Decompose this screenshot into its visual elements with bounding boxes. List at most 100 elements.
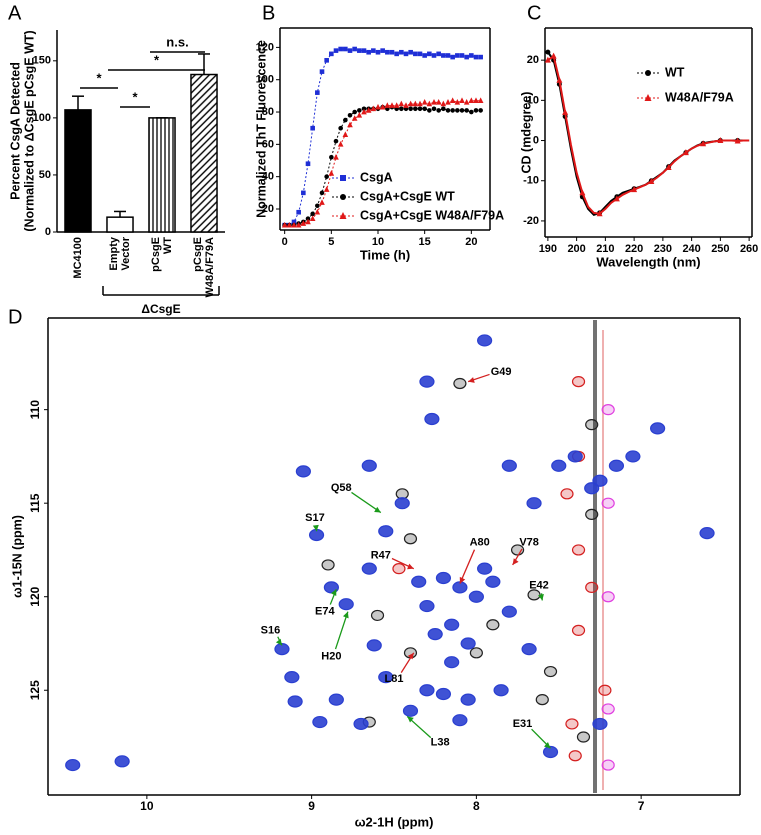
y-tick-label: 100 [256,74,274,86]
peak [501,459,517,472]
series-line [284,100,481,226]
data-point [464,54,469,60]
peak [592,717,608,731]
peak [392,563,406,575]
data-point [343,117,348,123]
peak [477,562,493,575]
annotation-arrowhead [330,589,337,596]
data-point [596,210,603,217]
y-tick-label: 10 [527,94,539,106]
annotation-label: R47 [371,549,391,561]
legend-marker [645,70,651,76]
data-point [449,97,456,104]
annotation-arrowhead [407,652,414,660]
data-point [352,46,357,52]
x-tick-label: W48A/F79A [204,237,216,298]
peak [460,693,476,706]
peak [295,465,311,478]
y-axis-label: Normalized ThT Fluorescence [254,40,268,218]
data-point [296,209,301,215]
peak [568,750,582,762]
peak [592,474,608,487]
peak [493,684,509,697]
data-point [421,99,428,105]
x-tick-label: 220 [625,243,643,255]
annotation-label: A80 [470,536,490,548]
annotation-arrowhead [374,506,381,513]
annotation-label: E31 [513,718,533,730]
peak [601,591,615,603]
peak [370,609,385,622]
data-point [734,137,741,144]
data-point [370,105,377,112]
data-point [450,108,455,113]
x-tick-label: Empty [108,236,120,271]
legend-label: WT [665,65,685,79]
data-point [473,97,479,104]
y-axis-label: (Normalized to ΔCsgE pCsgE WT) [22,30,36,231]
data-point [413,51,418,57]
annotation-label: S16 [261,624,281,636]
peak [565,718,579,730]
peak [477,334,493,347]
peak [444,656,460,669]
data-point [393,102,400,108]
data-point [366,49,371,55]
peak [469,647,483,659]
data-point [417,106,423,112]
data-point [407,100,414,107]
peak [535,693,549,706]
data-point [473,108,479,113]
x-tick-label: 8 [473,799,480,813]
data-point [478,108,483,113]
annotation-arrowhead [468,377,475,383]
data-point [427,51,432,57]
annotation-arrowhead [512,558,519,565]
data-point [389,49,395,55]
data-point [408,106,413,112]
data-point [441,106,446,112]
y-tick-label: 110 [28,400,42,420]
annotation-arrowhead [312,524,319,532]
data-point [562,108,569,115]
peak [625,450,641,463]
data-point [544,56,551,63]
peak [361,459,377,472]
annotation-arrowhead [538,593,544,601]
annotation-arrow [459,549,476,584]
x-axis-label: ω2-1H (ppm) [355,814,434,829]
peak [485,575,501,588]
data-point [338,125,343,131]
data-point [682,149,689,156]
data-point [333,138,339,144]
data-point [338,46,343,52]
x-tick-label: 9 [308,799,315,813]
legend-label: CsgA+CsgE W48A/F79A [360,208,504,222]
peak [419,684,435,697]
peak [353,717,369,731]
data-point [291,221,297,228]
data-point [422,106,427,112]
data-point [454,99,461,105]
data-point [413,106,418,112]
peak [394,497,410,510]
x-tick-label: 10 [140,799,154,813]
peak [460,637,476,650]
data-point [319,69,325,74]
y-tick-label: 100 [33,112,51,124]
data-point [440,100,447,107]
x-tick-label: 7 [638,799,645,813]
data-point [459,53,465,58]
peak [444,618,460,631]
data-point [310,125,315,131]
data-point [398,100,405,107]
peak [486,619,500,631]
data-point [310,211,315,217]
data-point [361,108,367,115]
y-tick-label: 125 [28,680,42,700]
y-axis-label: ω1-15N (ppm) [10,515,24,598]
peak [551,459,567,472]
y-tick-label: -10 [523,175,539,187]
peak [567,450,583,463]
significance-label: * [132,89,138,104]
